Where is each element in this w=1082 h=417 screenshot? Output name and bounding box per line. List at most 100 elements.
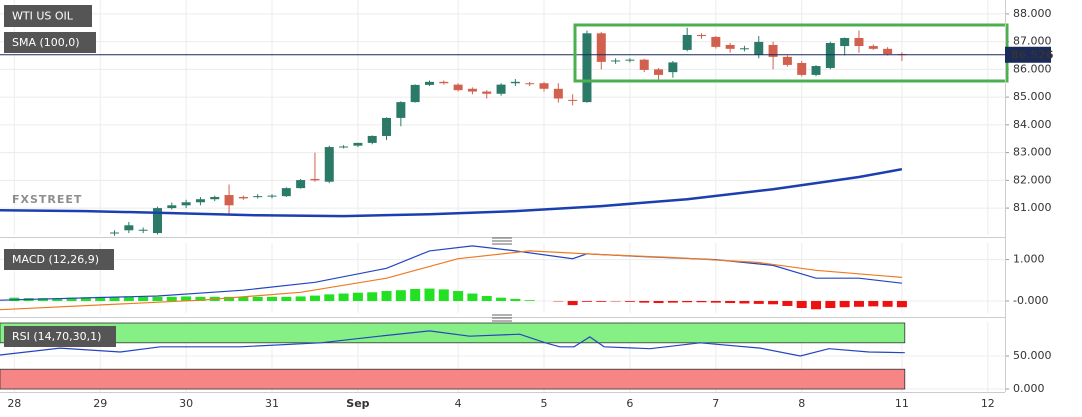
resize-handle[interactable]	[492, 314, 512, 322]
legend-box	[4, 32, 96, 53]
watermark: FXSTREET	[12, 193, 82, 206]
candle-body	[382, 117, 392, 136]
candle-body	[711, 36, 721, 47]
histogram-bar	[52, 298, 63, 301]
candle-body	[167, 205, 177, 209]
histogram-bar	[395, 290, 406, 301]
candle-body	[281, 188, 291, 197]
candle-body	[152, 208, 162, 234]
y-tick-label: 88.000	[1013, 7, 1052, 20]
candle-body	[611, 60, 621, 62]
histogram-bar	[753, 300, 764, 304]
histogram-bar	[524, 300, 535, 301]
histogram-bar	[853, 300, 864, 307]
candle-body	[124, 225, 134, 231]
x-tick-label: 29	[93, 397, 107, 410]
histogram-bar	[66, 297, 77, 301]
histogram-bar	[581, 300, 592, 302]
candle-body	[181, 202, 191, 206]
histogram-bar	[811, 300, 822, 310]
chart-title: WTI US OIL	[12, 10, 74, 23]
title-box	[4, 5, 92, 27]
histogram-bar	[782, 300, 793, 306]
histogram-bar	[252, 296, 263, 301]
histogram-bar	[882, 300, 893, 307]
histogram-bar	[696, 300, 707, 303]
histogram-bar	[238, 296, 249, 301]
y-tick-label: 50.000	[1013, 349, 1052, 362]
candle-body	[238, 196, 248, 199]
histogram-bar	[438, 289, 449, 301]
histogram-bar	[496, 297, 507, 301]
x-tick-label: 8	[798, 397, 805, 410]
y-tick-label: 87.000	[1013, 35, 1052, 48]
histogram-bar	[295, 296, 306, 301]
histogram-bar	[267, 296, 278, 301]
histogram-bar	[510, 298, 521, 301]
candle-body	[296, 180, 306, 189]
last-price-label: 86.526	[1011, 48, 1054, 61]
histogram-bar	[324, 294, 335, 301]
candle-body	[195, 199, 205, 203]
histogram-bar	[152, 296, 163, 301]
histogram-bar	[123, 296, 134, 301]
histogram-bar	[424, 288, 435, 301]
candle-body	[510, 81, 520, 84]
zone	[0, 322, 906, 344]
histogram-bar	[166, 296, 177, 301]
histogram-bar	[467, 293, 478, 301]
histogram-bar	[138, 296, 149, 301]
candle-body	[682, 34, 692, 50]
candle-body	[110, 232, 120, 234]
y-tick-label: 84.000	[1013, 118, 1052, 131]
candle-body	[696, 34, 706, 37]
resize-handle[interactable]	[492, 237, 512, 245]
overlay	[0, 54, 1005, 357]
histogram-bar	[181, 296, 192, 301]
candle-body	[310, 178, 320, 181]
histogram-bar	[796, 300, 807, 309]
candle-body	[496, 84, 506, 94]
y-tick-label: 82.000	[1013, 173, 1052, 186]
y-tick-label: -0.000	[1013, 294, 1048, 307]
y-tick-label: 83.000	[1013, 146, 1052, 159]
candle-body	[596, 33, 606, 62]
x-tick-label: 12	[981, 397, 995, 410]
x-tick-label: 30	[179, 397, 193, 410]
histogram-bar	[95, 296, 106, 301]
histogram-bar	[224, 296, 235, 301]
candle-body	[410, 84, 420, 103]
histogram-bar	[567, 300, 578, 306]
macd-line	[0, 250, 902, 311]
histogram-bar	[481, 296, 492, 301]
zone	[0, 368, 906, 390]
candle-body	[625, 59, 635, 61]
candle-body	[883, 48, 893, 55]
y-tick-label: 86.000	[1013, 62, 1052, 75]
histogram-bar	[682, 300, 693, 303]
candle-body	[482, 91, 492, 94]
histogram-bar	[80, 297, 91, 301]
candle-body	[582, 33, 592, 103]
histogram-bar	[868, 300, 879, 307]
candle-body	[840, 38, 850, 47]
candle-body	[782, 56, 792, 65]
histogram-bar	[109, 296, 120, 301]
histogram-bar	[309, 295, 320, 301]
candle-body	[353, 142, 363, 146]
histogram-bar	[338, 293, 349, 301]
candle-body	[439, 81, 449, 84]
candle-body	[725, 44, 735, 49]
candle-body	[754, 41, 764, 55]
candle-body	[739, 48, 749, 50]
histogram-bar	[410, 288, 421, 301]
candle-body	[811, 66, 821, 75]
candle-body	[868, 46, 878, 49]
histogram-bar	[768, 300, 779, 305]
sma-line	[0, 167, 903, 218]
histogram-bar	[896, 300, 907, 308]
macd-line	[0, 245, 902, 301]
histogram-bar	[596, 300, 607, 302]
candle-body	[253, 196, 263, 198]
